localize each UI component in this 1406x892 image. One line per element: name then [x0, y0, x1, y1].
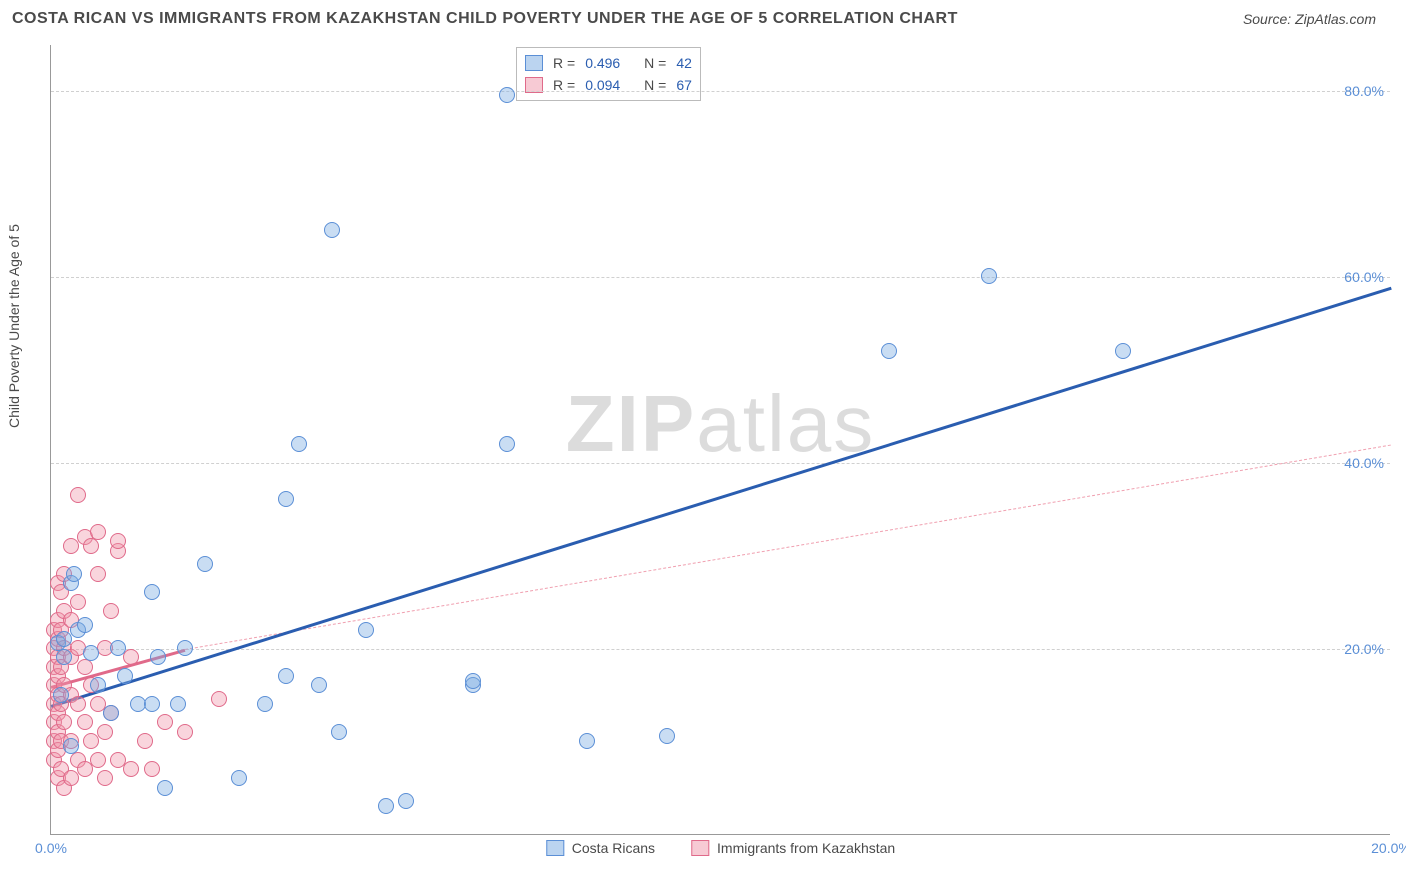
- data-point: [211, 691, 227, 707]
- data-point: [291, 436, 307, 452]
- r-value-pink: 0.094: [585, 74, 620, 96]
- data-point: [53, 687, 69, 703]
- data-point: [398, 793, 414, 809]
- data-point: [70, 594, 86, 610]
- data-point: [465, 673, 481, 689]
- n-value-blue: 42: [676, 52, 692, 74]
- grid-line: [51, 91, 1390, 92]
- data-point: [90, 677, 106, 693]
- grid-line: [51, 649, 1390, 650]
- n-label: N =: [644, 74, 666, 96]
- data-point: [144, 761, 160, 777]
- chart-area: ZIPatlas R = 0.496 N = 42 R = 0.094 N = …: [50, 45, 1390, 835]
- data-point: [144, 584, 160, 600]
- n-label: N =: [644, 52, 666, 74]
- data-point: [56, 714, 72, 730]
- r-label: R =: [553, 52, 575, 74]
- data-point: [499, 87, 515, 103]
- legend-series: Costa Ricans Immigrants from Kazakhstan: [546, 840, 895, 856]
- n-value-pink: 67: [676, 74, 692, 96]
- data-point: [170, 696, 186, 712]
- data-point: [579, 733, 595, 749]
- data-point: [77, 617, 93, 633]
- data-point: [177, 640, 193, 656]
- data-point: [66, 566, 82, 582]
- data-point: [77, 659, 93, 675]
- data-point: [278, 491, 294, 507]
- data-point: [77, 714, 93, 730]
- r-label: R =: [553, 74, 575, 96]
- data-point: [90, 566, 106, 582]
- swatch-blue-icon: [546, 840, 564, 856]
- y-tick-label: 40.0%: [1344, 455, 1390, 471]
- data-point: [197, 556, 213, 572]
- legend-row-blue: R = 0.496 N = 42: [525, 52, 692, 74]
- data-point: [123, 649, 139, 665]
- data-point: [881, 343, 897, 359]
- data-point: [157, 714, 173, 730]
- swatch-pink-icon: [691, 840, 709, 856]
- y-tick-label: 20.0%: [1344, 641, 1390, 657]
- chart-title: COSTA RICAN VS IMMIGRANTS FROM KAZAKHSTA…: [12, 10, 958, 28]
- grid-line: [51, 463, 1390, 464]
- watermark: ZIPatlas: [566, 378, 875, 470]
- trend-line: [51, 287, 1392, 708]
- data-point: [110, 640, 126, 656]
- data-point: [257, 696, 273, 712]
- data-point: [83, 538, 99, 554]
- data-point: [278, 668, 294, 684]
- data-point: [63, 738, 79, 754]
- data-point: [331, 724, 347, 740]
- r-value-blue: 0.496: [585, 52, 620, 74]
- data-point: [144, 696, 160, 712]
- data-point: [103, 603, 119, 619]
- data-point: [70, 487, 86, 503]
- data-point: [70, 696, 86, 712]
- data-point: [499, 436, 515, 452]
- data-point: [97, 770, 113, 786]
- source-label: Source: ZipAtlas.com: [1243, 11, 1376, 27]
- y-tick-label: 60.0%: [1344, 269, 1390, 285]
- legend-label-blue: Costa Ricans: [572, 840, 655, 856]
- y-tick-label: 80.0%: [1344, 83, 1390, 99]
- data-point: [324, 222, 340, 238]
- x-tick-label: 0.0%: [35, 840, 67, 856]
- data-point: [123, 761, 139, 777]
- data-point: [56, 649, 72, 665]
- data-point: [97, 724, 113, 740]
- data-point: [157, 780, 173, 796]
- data-point: [90, 752, 106, 768]
- data-point: [231, 770, 247, 786]
- swatch-blue-icon: [525, 55, 543, 71]
- data-point: [103, 705, 119, 721]
- x-tick-label: 20.0%: [1371, 840, 1406, 856]
- grid-line: [51, 277, 1390, 278]
- y-axis-label: Child Poverty Under the Age of 5: [6, 224, 22, 428]
- data-point: [358, 622, 374, 638]
- data-point: [90, 524, 106, 540]
- data-point: [137, 733, 153, 749]
- data-point: [1115, 343, 1131, 359]
- data-point: [981, 268, 997, 284]
- data-point: [177, 724, 193, 740]
- data-point: [659, 728, 675, 744]
- data-point: [117, 668, 133, 684]
- data-point: [83, 645, 99, 661]
- legend-row-pink: R = 0.094 N = 67: [525, 74, 692, 96]
- legend-correlation: R = 0.496 N = 42 R = 0.094 N = 67: [516, 47, 701, 101]
- data-point: [311, 677, 327, 693]
- data-point: [110, 533, 126, 549]
- data-point: [378, 798, 394, 814]
- legend-label-pink: Immigrants from Kazakhstan: [717, 840, 895, 856]
- plot-region: ZIPatlas R = 0.496 N = 42 R = 0.094 N = …: [50, 45, 1390, 835]
- data-point: [150, 649, 166, 665]
